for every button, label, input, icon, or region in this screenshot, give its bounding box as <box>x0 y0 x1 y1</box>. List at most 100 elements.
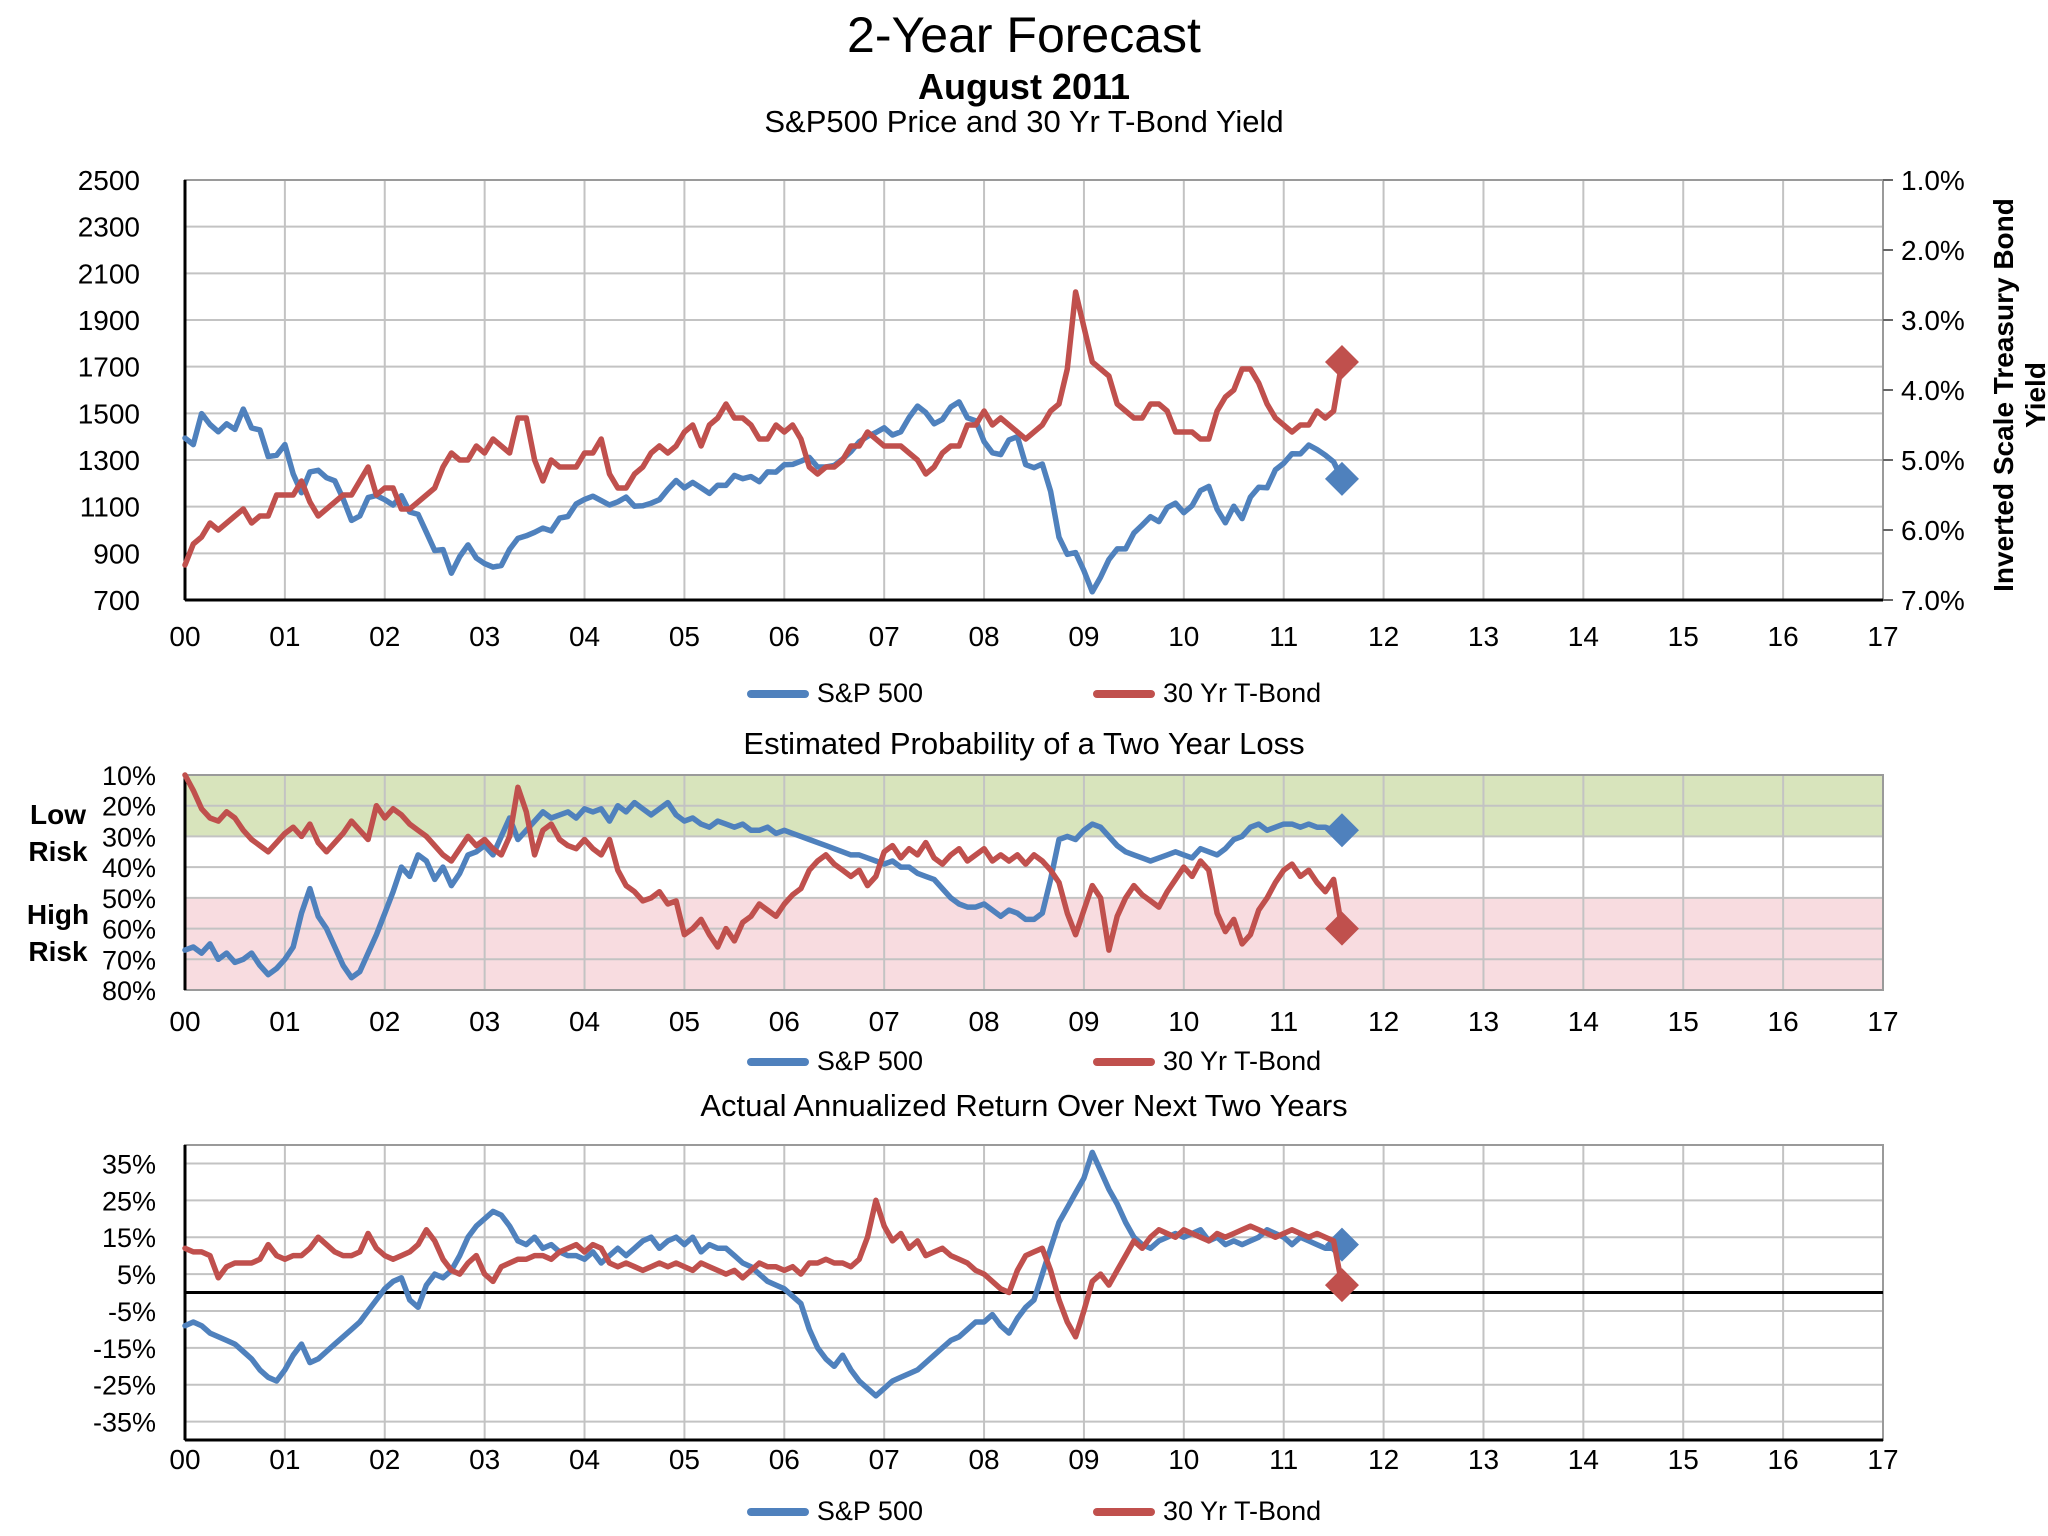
svg-text:08: 08 <box>968 1444 999 1475</box>
svg-text:15: 15 <box>1668 1444 1699 1475</box>
svg-text:06: 06 <box>769 621 800 652</box>
svg-text:5.0%: 5.0% <box>1901 445 1965 476</box>
svg-text:13: 13 <box>1468 1444 1499 1475</box>
tbond-line-swatch <box>1092 1057 1155 1066</box>
svg-text:10: 10 <box>1168 621 1199 652</box>
legend-item-sp500: S&P 500 <box>746 1046 923 1077</box>
svg-text:1100: 1100 <box>80 492 140 523</box>
svg-text:1500: 1500 <box>78 398 140 429</box>
svg-text:02: 02 <box>369 1444 400 1475</box>
svg-text:04: 04 <box>569 1006 600 1037</box>
svg-text:11: 11 <box>1269 621 1298 652</box>
svg-text:05: 05 <box>669 1444 700 1475</box>
chart3-legend: S&P 500 30 Yr T-Bond <box>185 1496 1883 1527</box>
svg-text:4.0%: 4.0% <box>1901 375 1965 406</box>
svg-text:01: 01 <box>269 621 300 652</box>
sp500-line-swatch <box>746 1507 809 1516</box>
svg-text:11: 11 <box>1269 1006 1298 1037</box>
svg-text:01: 01 <box>269 1006 300 1037</box>
svg-text:-25%: -25% <box>93 1371 156 1401</box>
svg-text:2.0%: 2.0% <box>1901 235 1965 266</box>
svg-text:12: 12 <box>1368 621 1399 652</box>
svg-text:40%: 40% <box>102 853 156 883</box>
page-subtitle: August 2011 <box>917 66 1131 107</box>
svg-text:04: 04 <box>569 621 600 652</box>
low-risk-label: Low Risk <box>28 799 88 867</box>
svg-text:09: 09 <box>1068 1444 1099 1475</box>
svg-text:08: 08 <box>968 621 999 652</box>
chart1-legend: S&P 500 30 Yr T-Bond <box>185 678 1883 709</box>
svg-text:1900: 1900 <box>78 305 140 336</box>
svg-text:14: 14 <box>1568 621 1599 652</box>
sp500-line-swatch <box>746 1057 809 1066</box>
svg-text:01: 01 <box>269 1444 300 1475</box>
svg-text:17: 17 <box>1867 1006 1898 1037</box>
svg-text:50%: 50% <box>102 884 156 914</box>
svg-text:02: 02 <box>369 1006 400 1037</box>
legend-label: 30 Yr T-Bond <box>1162 1496 1322 1526</box>
svg-text:03: 03 <box>469 621 500 652</box>
legend-item-tbond: 30 Yr T-Bond <box>1092 1496 1322 1527</box>
svg-text:70%: 70% <box>102 945 156 975</box>
svg-text:30%: 30% <box>102 822 156 852</box>
chart2-title: Estimated Probability of a Two Year Loss <box>743 726 1305 761</box>
chart3-title: Actual Annualized Return Over Next Two Y… <box>700 1088 1348 1123</box>
svg-text:05: 05 <box>669 1006 700 1037</box>
svg-text:7.0%: 7.0% <box>1901 585 1965 616</box>
svg-text:04: 04 <box>569 1444 600 1475</box>
svg-text:17: 17 <box>1867 1444 1898 1475</box>
svg-text:35%: 35% <box>102 1149 156 1179</box>
svg-text:07: 07 <box>869 621 900 652</box>
legend-item-sp500: S&P 500 <box>746 1496 923 1527</box>
legend-item-sp500: S&P 500 <box>746 678 923 709</box>
svg-text:15%: 15% <box>102 1223 156 1253</box>
svg-text:11: 11 <box>1269 1444 1298 1475</box>
svg-text:07: 07 <box>869 1006 900 1037</box>
svg-text:06: 06 <box>769 1006 800 1037</box>
right-axis-title: Inverted Scale Treasury Bond Yield <box>1988 198 2048 592</box>
svg-text:12: 12 <box>1368 1444 1399 1475</box>
svg-text:00: 00 <box>169 621 200 652</box>
svg-text:1.0%: 1.0% <box>1901 165 1965 196</box>
svg-text:1300: 1300 <box>78 445 140 476</box>
svg-text:03: 03 <box>469 1444 500 1475</box>
svg-text:6.0%: 6.0% <box>1901 515 1965 546</box>
svg-text:-15%: -15% <box>93 1334 156 1364</box>
svg-text:16: 16 <box>1768 621 1799 652</box>
svg-text:03: 03 <box>469 1006 500 1037</box>
svg-text:20%: 20% <box>102 792 156 822</box>
svg-text:2100: 2100 <box>78 258 140 289</box>
svg-text:05: 05 <box>669 621 700 652</box>
svg-text:10: 10 <box>1168 1444 1199 1475</box>
svg-text:06: 06 <box>769 1444 800 1475</box>
svg-text:-35%: -35% <box>93 1408 156 1438</box>
legend-item-tbond: 30 Yr T-Bond <box>1092 678 1322 709</box>
svg-text:07: 07 <box>869 1444 900 1475</box>
svg-text:1700: 1700 <box>78 352 140 383</box>
svg-text:10%: 10% <box>102 761 156 791</box>
svg-text:17: 17 <box>1867 621 1898 652</box>
svg-text:13: 13 <box>1468 621 1499 652</box>
chart1-title: S&P500 Price and 30 Yr T-Bond Yield <box>764 104 1284 139</box>
svg-text:900: 900 <box>93 538 140 569</box>
svg-text:16: 16 <box>1768 1444 1799 1475</box>
svg-text:09: 09 <box>1068 1006 1099 1037</box>
tbond-line-swatch <box>1092 689 1155 698</box>
svg-text:3.0%: 3.0% <box>1901 305 1965 336</box>
svg-text:25%: 25% <box>102 1186 156 1216</box>
svg-text:08: 08 <box>968 1006 999 1037</box>
legend-label: 30 Yr T-Bond <box>1162 1046 1322 1076</box>
chart2-legend: S&P 500 30 Yr T-Bond <box>185 1046 1883 1077</box>
legend-label: S&P 500 <box>816 1046 923 1076</box>
svg-text:14: 14 <box>1568 1444 1599 1475</box>
page-title: 2-Year Forecast <box>847 7 1201 63</box>
svg-text:12: 12 <box>1368 1006 1399 1037</box>
svg-text:15: 15 <box>1668 621 1699 652</box>
svg-text:2300: 2300 <box>78 212 140 243</box>
sp500-line-swatch <box>746 689 809 698</box>
legend-label: 30 Yr T-Bond <box>1162 678 1322 708</box>
svg-text:00: 00 <box>169 1006 200 1037</box>
svg-text:80%: 80% <box>102 976 156 1006</box>
